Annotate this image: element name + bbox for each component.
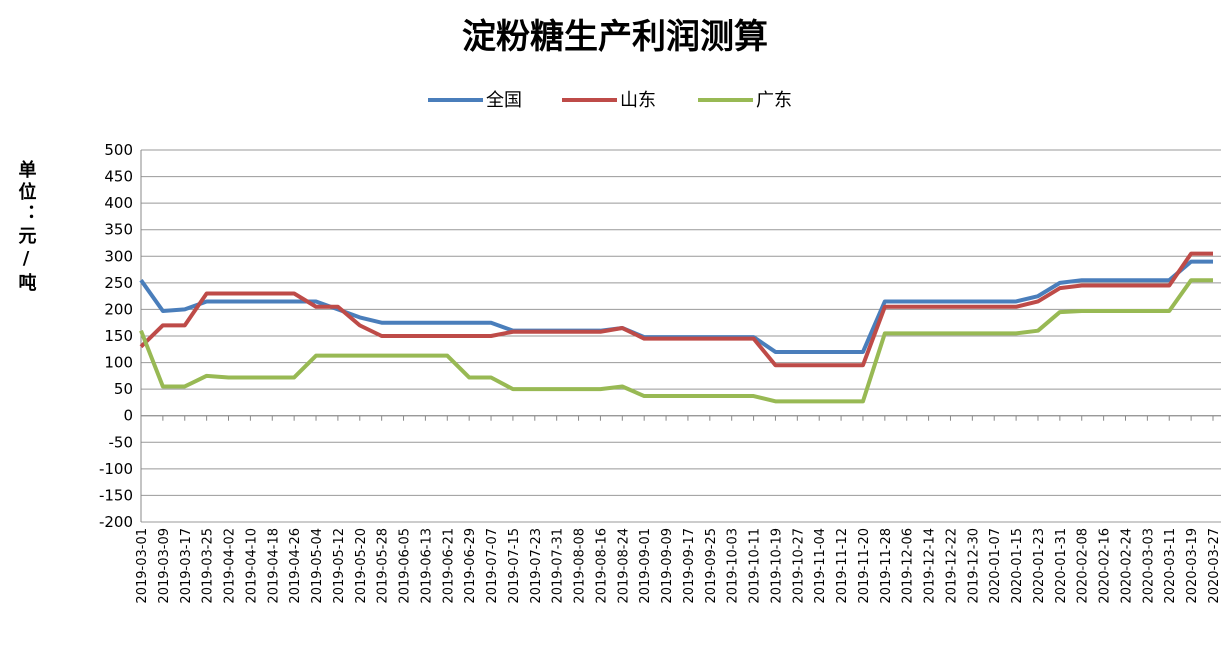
x-tick-label: 2019-10-03 [726, 528, 741, 604]
x-tick-label: 2019-04-10 [244, 528, 259, 604]
x-tick-label: 2019-10-27 [791, 528, 806, 604]
y-tick-label: -200 [99, 513, 133, 531]
y-tick-label: -100 [99, 460, 133, 478]
x-tick-label: 2020-03-27 [1207, 528, 1222, 604]
x-tick-label: 2019-06-13 [419, 528, 434, 604]
x-tick-label: 2019-04-26 [288, 528, 303, 604]
x-tick-label: 2020-02-16 [1098, 528, 1113, 604]
y-tick-label: 450 [104, 168, 133, 186]
line-series [139, 278, 1213, 404]
legend-label: 广东 [756, 90, 792, 111]
x-tick-label: 2020-01-15 [1010, 528, 1025, 604]
x-tick-label: 2019-03-25 [201, 528, 216, 604]
y-tick-label: 150 [104, 327, 133, 345]
y-tick-label: 350 [104, 221, 133, 239]
x-tick-label: 2019-06-21 [441, 528, 456, 604]
legend-label: 全国 [486, 90, 522, 111]
y-tick-label: 250 [104, 274, 133, 292]
x-tick-label: 2019-04-18 [266, 528, 281, 604]
x-tick-label: 2020-03-03 [1141, 528, 1156, 604]
x-tick-label: 2019-03-01 [135, 528, 150, 604]
x-tick-label: 2019-03-17 [179, 528, 194, 604]
x-tick-label: 2019-07-07 [485, 528, 500, 604]
y-axis-label: 单位：元/吨 [16, 159, 37, 295]
y-tick-label: 500 [104, 141, 133, 159]
y-tick-label: -50 [109, 433, 134, 451]
x-tick-label: 2019-05-20 [354, 528, 369, 604]
y-tick-label: 300 [104, 247, 133, 265]
x-tick-label: 2019-09-25 [704, 528, 719, 604]
x-tick-label: 2019-10-11 [748, 528, 763, 604]
x-tick-label: 2019-11-04 [813, 528, 828, 604]
x-tick-label: 2019-09-17 [682, 528, 697, 604]
x-tick-label: 2020-01-23 [1032, 528, 1047, 604]
x-tick-label: 2019-07-15 [507, 528, 522, 604]
x-tick-label: 2020-01-07 [988, 528, 1003, 604]
y-tick-label: 100 [104, 354, 133, 372]
x-tick-label: 2019-08-24 [616, 528, 631, 604]
chart-title: 淀粉糖生产利润测算 [462, 17, 768, 57]
x-tick-label: 2019-05-12 [332, 528, 347, 604]
x-tick-label: 2019-07-31 [551, 528, 566, 604]
x-tick-label: 2020-02-08 [1076, 528, 1091, 604]
x-tick-label: 2020-01-31 [1054, 528, 1069, 604]
x-tick-label: 2019-03-09 [157, 528, 172, 604]
x-tick-label: 2019-12-22 [944, 528, 959, 604]
y-tick-label: 0 [123, 407, 133, 425]
x-tick-label: 2019-11-20 [857, 528, 872, 604]
x-tick-label: 2019-09-01 [638, 528, 653, 604]
x-tick-label: 2020-02-24 [1119, 528, 1134, 604]
y-tick-label: 200 [104, 300, 133, 318]
x-tick-label: 2019-05-04 [310, 528, 325, 604]
x-tick-label: 2019-12-30 [966, 528, 981, 604]
y-tick-label: -150 [99, 486, 133, 504]
x-tick-label: 2019-09-09 [660, 528, 675, 604]
x-tick-label: 2019-06-05 [398, 528, 413, 604]
y-tick-label: 400 [104, 194, 133, 212]
legend-label: 山东 [620, 90, 656, 111]
x-tick-label: 2019-08-08 [573, 528, 588, 604]
x-tick-label: 2019-06-29 [463, 528, 478, 604]
y-tick-label: 50 [114, 380, 133, 398]
x-tick-label: 2019-07-23 [529, 528, 544, 604]
x-tick-label: 2019-04-02 [223, 528, 238, 604]
line-series [139, 251, 1213, 368]
x-tick-label: 2019-11-28 [879, 528, 894, 604]
x-tick-label: 2020-03-19 [1185, 528, 1200, 604]
x-tick-label: 2019-12-14 [923, 528, 938, 604]
x-tick-label: 2020-03-11 [1163, 528, 1178, 604]
x-tick-label: 2019-05-28 [376, 528, 391, 604]
x-tick-label: 2019-10-19 [769, 528, 784, 604]
x-tick-label: 2019-12-06 [901, 528, 916, 604]
x-tick-label: 2019-08-16 [594, 528, 609, 604]
x-tick-label: 2019-11-12 [835, 528, 850, 604]
